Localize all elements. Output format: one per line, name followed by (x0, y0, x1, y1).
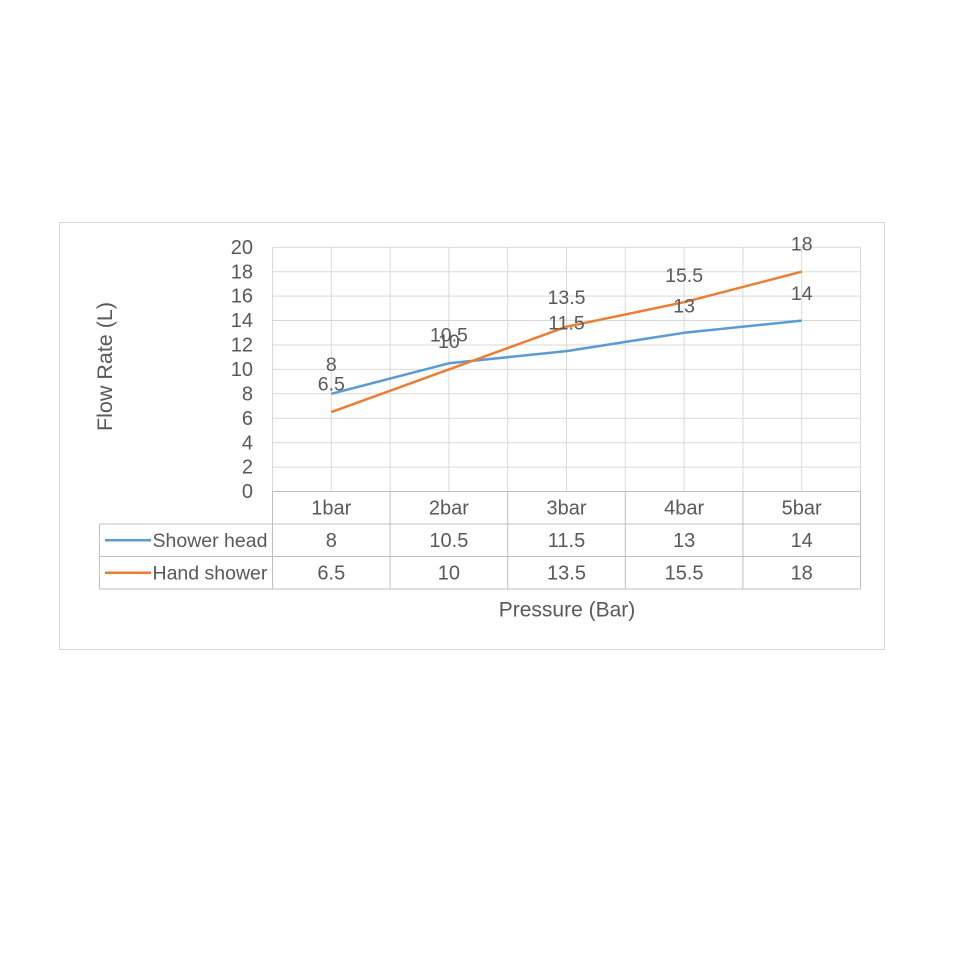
svg-text:13: 13 (673, 530, 695, 552)
svg-text:12: 12 (231, 335, 253, 357)
svg-text:20: 20 (231, 237, 253, 259)
svg-text:6.5: 6.5 (318, 373, 345, 395)
svg-text:15.5: 15.5 (665, 563, 704, 585)
svg-text:16: 16 (231, 286, 253, 308)
svg-text:13.5: 13.5 (548, 287, 586, 309)
svg-text:Shower head: Shower head (153, 530, 268, 552)
svg-text:Pressure (Bar): Pressure (Bar) (499, 599, 636, 622)
svg-text:10: 10 (438, 331, 460, 353)
svg-text:1bar: 1bar (311, 497, 351, 519)
svg-text:2: 2 (242, 457, 253, 479)
svg-text:3bar: 3bar (546, 497, 586, 519)
svg-text:4: 4 (242, 432, 253, 454)
svg-text:10: 10 (438, 563, 460, 585)
svg-text:8: 8 (326, 354, 337, 376)
svg-text:11.5: 11.5 (548, 530, 585, 552)
svg-text:4bar: 4bar (664, 497, 704, 519)
svg-text:6: 6 (242, 408, 253, 430)
svg-text:13: 13 (673, 295, 695, 317)
svg-text:14: 14 (231, 310, 253, 332)
svg-text:8: 8 (242, 383, 253, 405)
svg-text:18: 18 (791, 563, 813, 585)
svg-text:5bar: 5bar (782, 497, 822, 519)
svg-text:Hand shower: Hand shower (153, 563, 268, 585)
svg-text:11.5: 11.5 (548, 313, 585, 335)
svg-text:15.5: 15.5 (665, 265, 703, 287)
svg-text:2bar: 2bar (429, 497, 469, 519)
svg-text:10: 10 (231, 359, 253, 381)
svg-text:10.5: 10.5 (429, 530, 468, 552)
svg-text:8: 8 (326, 530, 337, 552)
svg-text:0: 0 (242, 481, 253, 503)
svg-text:13.5: 13.5 (547, 563, 586, 585)
svg-text:18: 18 (791, 234, 813, 256)
svg-text:14: 14 (791, 283, 813, 305)
svg-text:18: 18 (231, 261, 253, 283)
svg-text:Flow Rate (L): Flow Rate (L) (93, 302, 117, 431)
svg-text:10.5: 10.5 (430, 325, 468, 347)
svg-text:6.5: 6.5 (317, 563, 345, 585)
svg-text:14: 14 (791, 530, 813, 552)
